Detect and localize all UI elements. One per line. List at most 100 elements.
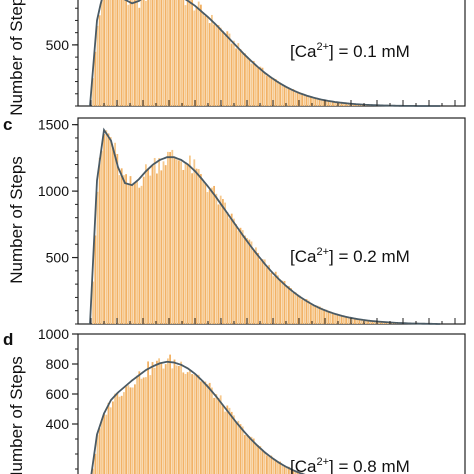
histogram-bar: [109, 407, 112, 474]
histogram-bar: [182, 0, 185, 106]
histogram-bar: [237, 420, 240, 474]
histogram-bar: [261, 67, 264, 106]
histogram-bar: [250, 63, 253, 106]
fit-curve: [89, 0, 440, 107]
histogram-bar: [292, 292, 295, 324]
histogram-bar: [219, 395, 222, 474]
histogram-bar: [204, 381, 207, 474]
histogram-bar: [292, 89, 295, 106]
histogram-bar: [178, 366, 180, 474]
histogram-bar: [281, 464, 284, 474]
histogram-bar: [127, 385, 130, 474]
histogram-bar: [118, 0, 121, 106]
histogram-bar: [228, 33, 231, 106]
histogram-bar: [252, 438, 255, 474]
histogram-bar: [239, 227, 242, 324]
histogram-bar: [323, 309, 325, 324]
histogram-bar: [345, 102, 347, 106]
histogram-bar: [290, 89, 292, 106]
histogram-bar: [226, 212, 229, 324]
histogram-bar: [140, 185, 143, 324]
histogram-bar: [354, 318, 356, 324]
histogram-bar: [246, 237, 248, 324]
histogram-bar: [296, 294, 299, 324]
fit-curve: [90, 360, 306, 474]
histogram-bar: [101, 150, 103, 324]
histogram-bar: [114, 393, 116, 474]
histogram-bar: [129, 0, 132, 106]
histogram-bar: [169, 354, 171, 474]
histogram-bar: [171, 0, 174, 106]
histogram-bar: [202, 181, 204, 324]
histogram-bar: [138, 187, 141, 324]
histogram-bar: [277, 275, 279, 324]
histogram-bar: [140, 378, 143, 474]
histogram-bar: [347, 317, 350, 324]
y-tick-label: 500: [46, 250, 70, 266]
histogram-bar: [230, 43, 233, 106]
histogram-bar: [116, 153, 119, 324]
histogram-bar: [296, 472, 299, 474]
histogram-bar: [193, 374, 196, 474]
histogram-bar: [142, 176, 145, 324]
histogram-bar: [334, 313, 336, 324]
histogram-bar: [184, 162, 187, 324]
histogram-bar: [125, 0, 127, 106]
histogram-bar: [92, 468, 94, 474]
histogram-bar: [211, 14, 213, 106]
histogram-bar: [226, 405, 229, 474]
histogram-bar: [327, 311, 330, 324]
histogram-bar: [318, 306, 321, 324]
histogram-bar: [94, 51, 97, 106]
histogram-bar: [255, 65, 257, 106]
histogram-bar: [263, 259, 266, 324]
annotation-superscript: 2+: [316, 456, 329, 468]
histogram-bar: [338, 102, 341, 106]
histogram-bar: [96, 191, 99, 324]
histogram-bar: [193, 159, 196, 324]
histogram-bar: [303, 299, 306, 324]
histogram-bar: [246, 435, 248, 474]
fit-curve: [89, 127, 441, 325]
histogram-bar: [158, 358, 160, 474]
histogram-bar: [96, 25, 99, 107]
histogram-bar: [96, 434, 99, 474]
histogram-bar: [239, 49, 242, 106]
histogram-bar: [211, 187, 213, 324]
histogram-bar: [92, 78, 94, 106]
histogram-bar: [162, 161, 165, 324]
histogram-bar: [134, 384, 136, 474]
histogram-bar: [246, 56, 248, 106]
histogram-bar: [365, 320, 367, 324]
histogram-bar: [312, 304, 314, 324]
histogram-bar: [147, 0, 149, 106]
histogram-bar: [250, 436, 253, 474]
histogram-bar: [281, 85, 284, 106]
y-axis-ticks: 400 600 800 1000: [38, 326, 78, 470]
histogram-bar: [321, 307, 323, 324]
histogram-bar: [142, 377, 145, 474]
y-axis-label: Number of Steps: [7, 0, 26, 116]
histogram-bar: [197, 169, 200, 324]
histogram-bar: [279, 279, 281, 324]
histogram-bar: [136, 181, 138, 324]
histogram-bar: [191, 374, 193, 474]
histogram-bar: [167, 0, 169, 106]
annotation-suffix: ] = 0.1 mM: [329, 42, 410, 61]
histogram-bar: [303, 93, 306, 106]
histogram-bar: [142, 0, 145, 106]
histogram-bar: [307, 300, 310, 324]
histogram-bar: [248, 239, 251, 324]
histogram-bar: [301, 299, 303, 324]
histogram-bar: [134, 182, 136, 324]
histogram-bar: [248, 58, 251, 106]
histogram-bars: [92, 130, 440, 324]
histogram-bar: [101, 419, 103, 474]
histogram-bar: [193, 10, 196, 106]
annotation-superscript: 2+: [316, 41, 329, 53]
histogram-bar: [107, 0, 110, 106]
histogram-bar: [294, 90, 297, 106]
panel-d: d 400 600 800 1000 Number of Steps [Ca2+] =…: [3, 326, 466, 474]
histogram-bar: [307, 96, 310, 106]
histogram-bar: [252, 250, 255, 324]
